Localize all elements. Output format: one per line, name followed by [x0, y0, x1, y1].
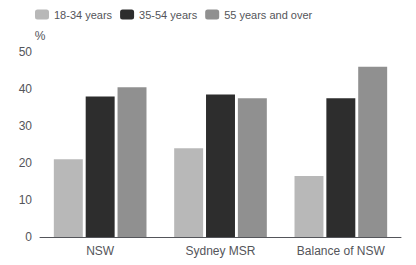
svg-text:40: 40	[19, 82, 33, 96]
svg-text:20: 20	[19, 156, 33, 170]
svg-text:50: 50	[19, 45, 33, 59]
svg-text:Sydney MSR: Sydney MSR	[185, 244, 255, 258]
svg-text:%: %	[35, 29, 46, 43]
svg-text:NSW: NSW	[86, 244, 115, 258]
svg-text:Balance of NSW: Balance of NSW	[297, 244, 386, 258]
svg-text:0: 0	[25, 230, 32, 244]
svg-text:30: 30	[19, 119, 33, 133]
svg-text:35-54 years: 35-54 years	[139, 9, 198, 21]
svg-text:18-34 years: 18-34 years	[54, 9, 113, 21]
svg-text:55 years and over: 55 years and over	[224, 9, 312, 21]
svg-text:10: 10	[19, 193, 33, 207]
